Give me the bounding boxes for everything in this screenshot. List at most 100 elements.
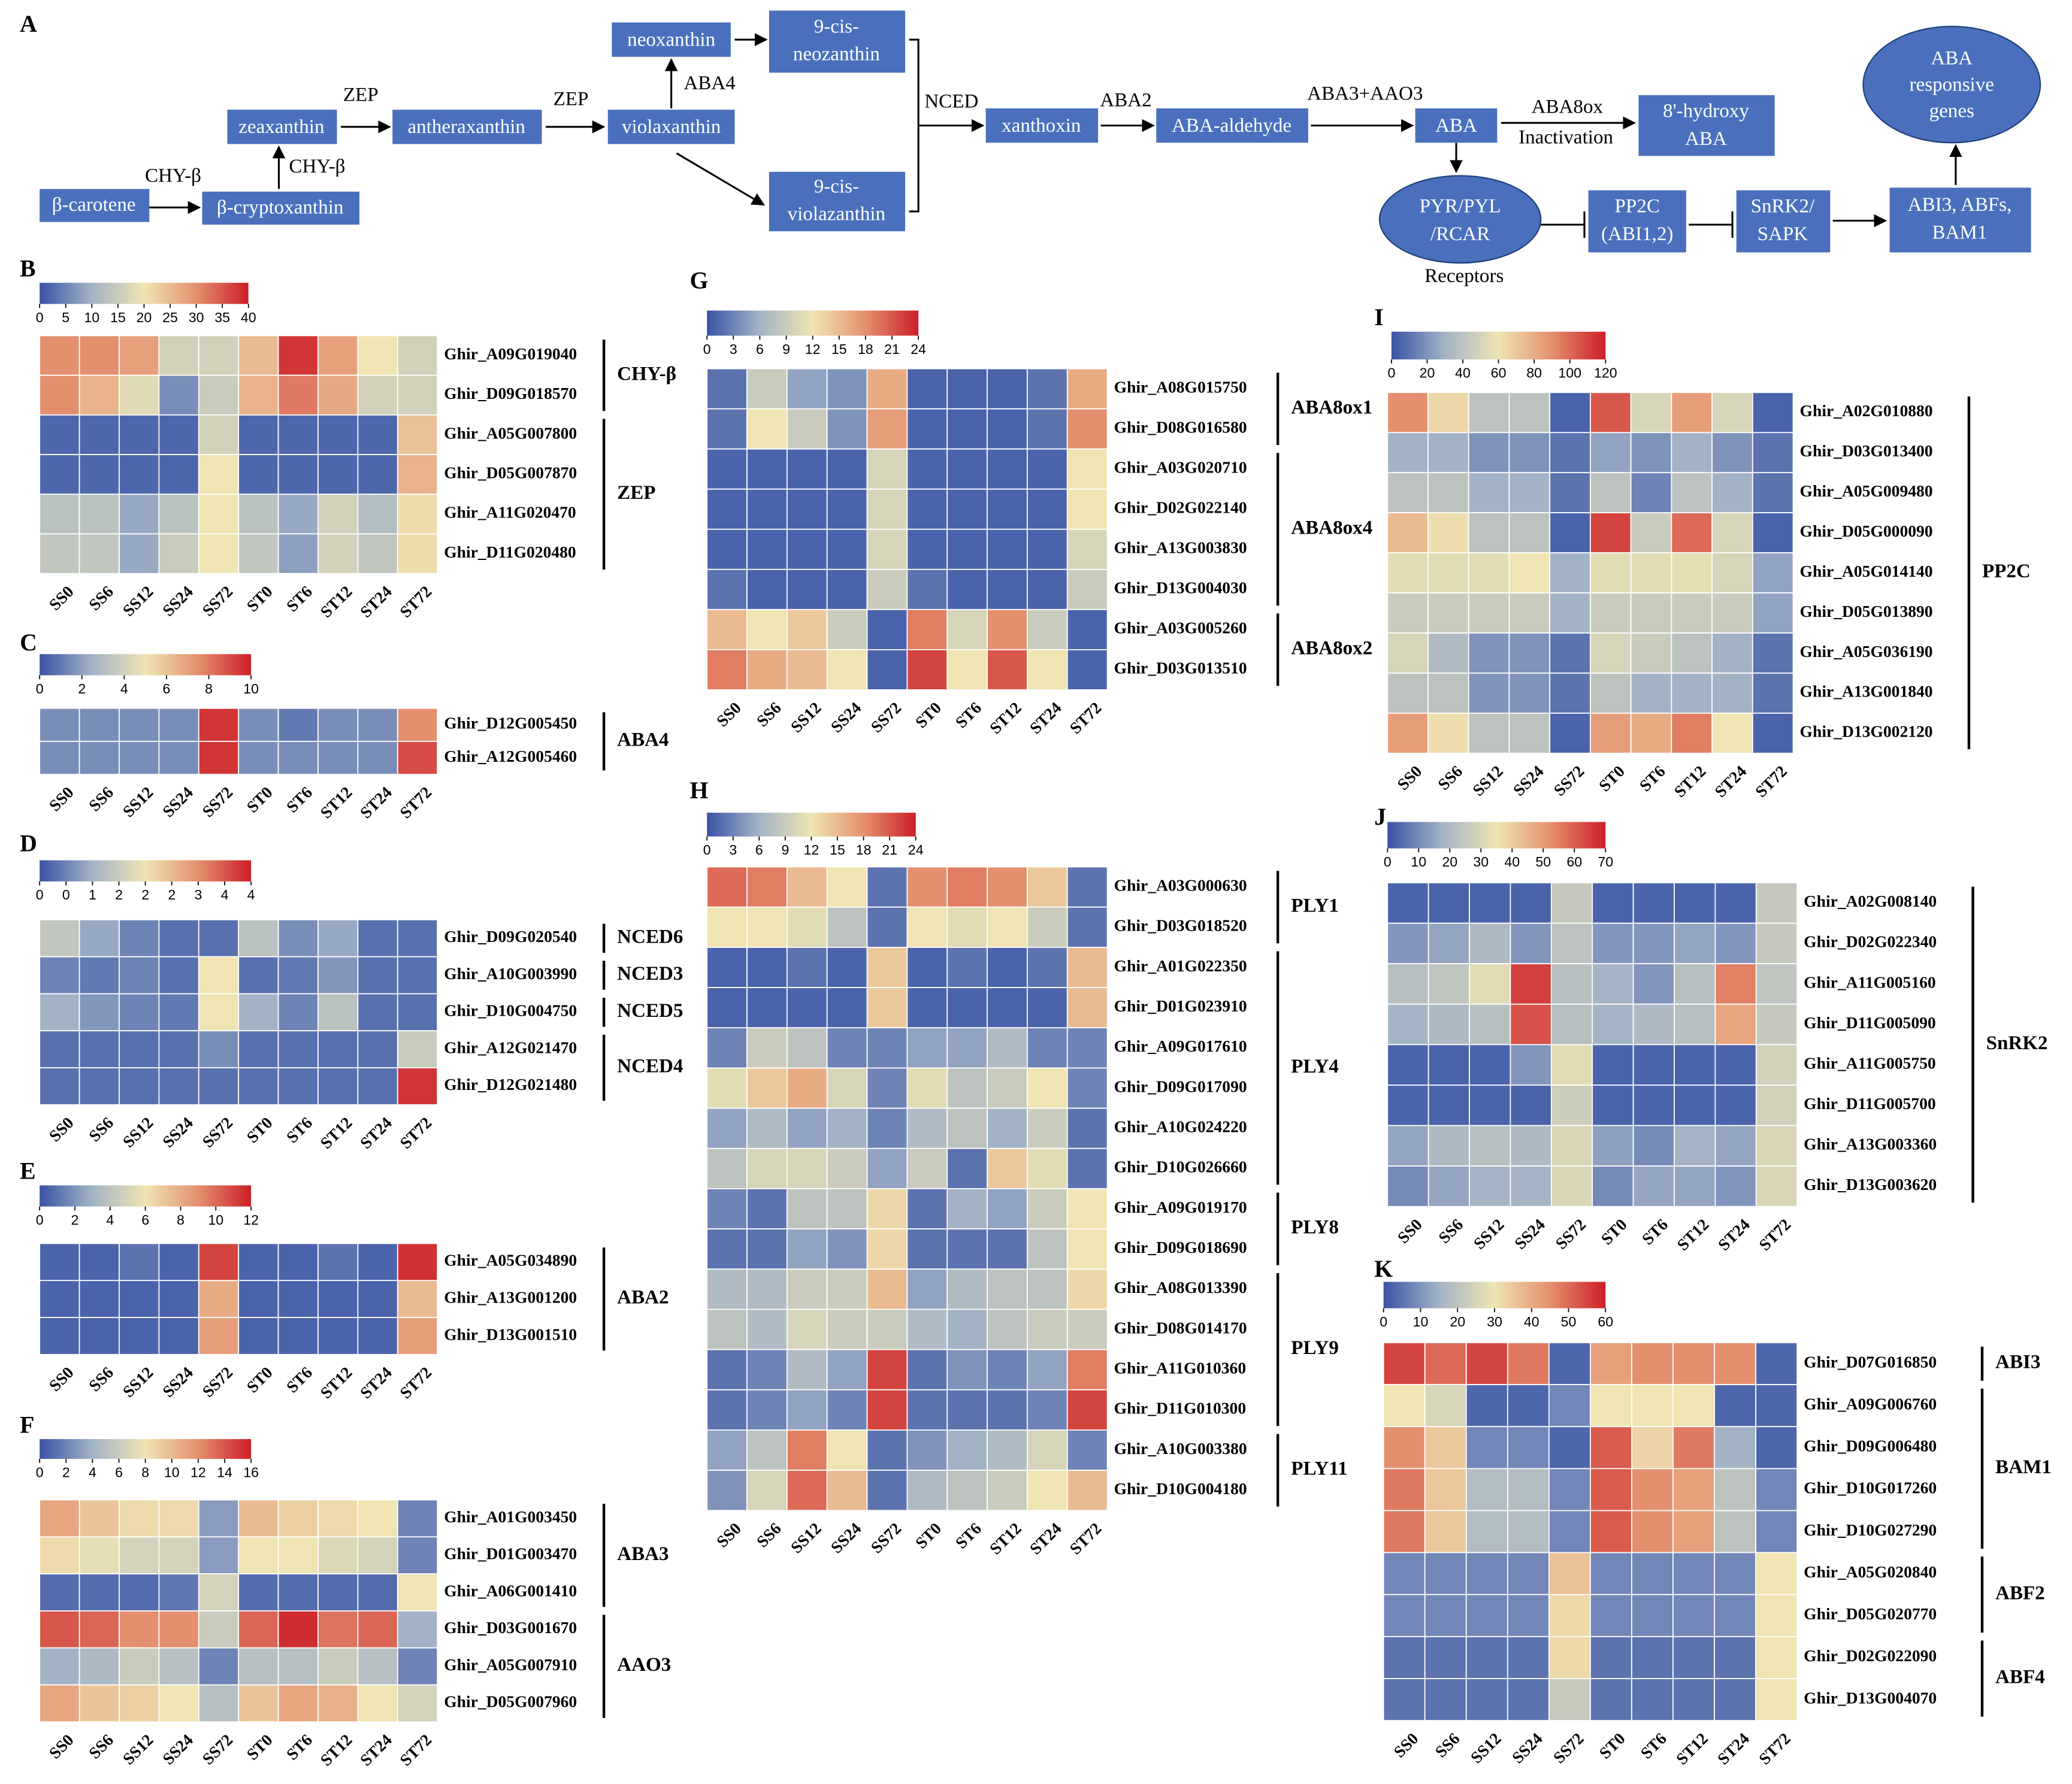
colorbar-tick-label: 25: [162, 310, 178, 325]
svg-text:antheraxanthin: antheraxanthin: [407, 116, 525, 138]
heatmap-cell: [987, 1268, 1028, 1310]
heatmap-cell: [238, 1684, 279, 1723]
heatmap-cell: [987, 987, 1028, 1029]
heatmap-cell: [1550, 963, 1593, 1005]
heatmap-cell: [1755, 1003, 1798, 1046]
edge-label: Inactivation: [1519, 126, 1613, 148]
heatmap-cell: [1468, 472, 1510, 514]
gene-label: Ghir_A03G005260: [1114, 619, 1247, 637]
column-label: ST12: [1670, 762, 1709, 801]
heatmap-cell: [397, 533, 438, 574]
heatmap-cell: [78, 707, 120, 742]
gene-label: Ghir_A13G001200: [444, 1288, 577, 1306]
heatmap-cell: [706, 649, 748, 690]
heatmap-cell: [1752, 432, 1794, 474]
heatmap-cell: [1671, 673, 1713, 714]
heatmap-cell: [1671, 592, 1713, 634]
colorbar-tick-label: 14: [217, 1465, 232, 1480]
heatmap-cell: [1066, 1429, 1108, 1471]
column-label: ST6: [952, 698, 985, 732]
gene-label: Ghir_D08G014170: [1114, 1318, 1247, 1337]
heatmap-cell: [119, 1499, 160, 1538]
heatmap-cell: [826, 568, 868, 610]
heatmap-cell: [1711, 472, 1753, 514]
heatmap-cell: [1548, 1342, 1591, 1385]
heatmap-cell: [1066, 368, 1108, 410]
column-label: ST72: [1755, 1215, 1794, 1254]
heatmap-cell: [277, 1067, 319, 1105]
colorbar-tick-label: 12: [190, 1465, 206, 1480]
gene-label: Ghir_D05G013890: [1800, 602, 1933, 620]
column-label: SS12: [1469, 762, 1507, 799]
node-label: genes: [1929, 100, 1974, 122]
heatmap-cell: [1424, 1426, 1467, 1470]
heatmap-cell: [158, 1647, 199, 1686]
heatmap-cell: [1714, 1468, 1756, 1512]
heatmap-cell: [987, 947, 1028, 988]
heatmap-cell: [1755, 963, 1798, 1005]
gene-label: Ghir_D10G017260: [1804, 1479, 1937, 1497]
node-label: 8'-hydroxy: [1663, 100, 1749, 122]
heatmap-cell: [866, 408, 908, 450]
heatmap-cell: [238, 1536, 279, 1575]
heatmap-cell: [906, 1470, 948, 1512]
column-label: ST0: [1597, 1215, 1630, 1249]
heatmap-cell: [119, 707, 160, 742]
heatmap-cell: [1755, 1552, 1798, 1595]
gene-label: Ghir_A13G003360: [1804, 1135, 1937, 1153]
heatmap-cell: [1027, 1470, 1068, 1512]
heatmap-cell: [1427, 552, 1469, 593]
heatmap-cell: [158, 707, 199, 742]
heatmap-cell: [78, 1684, 120, 1723]
heatmap-cell: [987, 1228, 1028, 1270]
heatmap-cell: [946, 1389, 988, 1431]
heatmap-cell: [706, 1067, 748, 1109]
heatmap-cell: [158, 1536, 199, 1575]
heatmap-cell: [1714, 1552, 1756, 1595]
heatmap-cell: [397, 454, 438, 495]
gene-label: Ghir_D05G007870: [444, 464, 577, 482]
heatmap-cell: [1508, 472, 1551, 514]
heatmap-cell: [946, 906, 988, 948]
heatmap-cell: [866, 1107, 908, 1149]
column-label: ST0: [912, 698, 945, 732]
colorbar-tick-label: 0: [703, 842, 711, 858]
heatmap-cell: [1027, 1067, 1068, 1109]
heatmap-cell: [1548, 1635, 1591, 1679]
heatmap-cell: [1631, 1635, 1674, 1679]
heatmap-cell: [1631, 1678, 1674, 1721]
node: ABA-aldehyde: [1156, 108, 1308, 143]
heatmap-cell: [706, 1349, 748, 1391]
heatmap-cell: [826, 1389, 868, 1431]
gene-label: Ghir_D01G003470: [444, 1544, 577, 1563]
heatmap-cell: [706, 488, 748, 530]
heatmap-cell: [198, 993, 240, 1032]
column-label: ST24: [356, 1730, 395, 1769]
colorbar: [707, 813, 916, 837]
heatmap-cell: [746, 947, 788, 988]
heatmap-cell: [946, 488, 988, 530]
heatmap-cell: [1592, 1044, 1634, 1086]
column-label: SS0: [45, 1113, 77, 1145]
colorbar-tick-label: 10: [84, 310, 99, 325]
heatmap-cell: [866, 608, 908, 650]
heatmap-cell: [826, 1027, 868, 1069]
heatmap-cell: [119, 1030, 160, 1068]
heatmap-cell: [1427, 512, 1469, 554]
heatmap-cell: [1632, 1003, 1675, 1046]
heatmap-cell: [397, 335, 438, 376]
column-label: ST24: [356, 582, 395, 621]
heatmap-cell: [826, 866, 868, 908]
node-label: violaxanthin: [622, 116, 721, 138]
colorbar-tick-label: 50: [1535, 854, 1551, 870]
heatmap-cell: [1469, 1085, 1511, 1126]
heatmap-cell: [906, 1389, 948, 1431]
group-label: SnRK2: [1986, 1032, 2048, 1054]
heatmap-cell: [1507, 1678, 1550, 1721]
heatmap-cell: [1630, 632, 1672, 674]
panel-label: J: [1374, 804, 1386, 830]
group-label: PLY11: [1291, 1458, 1347, 1480]
heatmap-cell: [1508, 592, 1551, 634]
edge-label: ABA2: [1100, 90, 1151, 111]
group-label: PLY8: [1291, 1217, 1339, 1238]
